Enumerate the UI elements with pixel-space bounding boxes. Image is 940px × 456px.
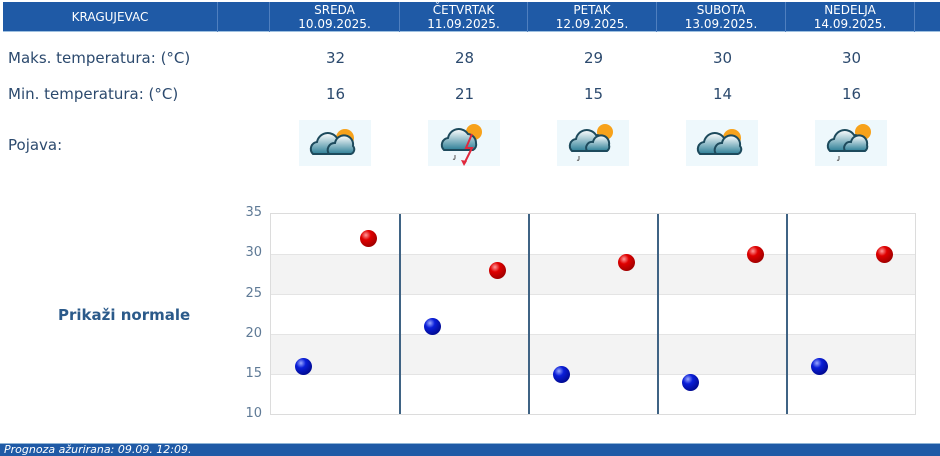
partly-cloudy-icon [299,120,371,166]
max-temp-value: 30 [841,49,862,67]
max-temp-value: 30 [712,49,733,67]
min-temp-label: Min. temperatura: (°C) [8,85,179,103]
show-normals-link[interactable]: Prikaži normale [58,306,191,324]
grid-band [271,254,915,295]
day-date: 13.09.2025. [684,16,758,31]
day-name: SUBOTA [696,3,746,17]
partly-cloudy-light-rain-icon [815,120,887,166]
day-date: 11.09.2025. [427,16,500,31]
y-tick: 25 [245,286,262,301]
min-temp-value: 16 [325,85,346,103]
y-tick: 35 [245,205,262,220]
y-tick: 20 [245,326,262,341]
day-header-1: SREDA 10.09.2025. [270,2,400,32]
max-temp-point [488,261,506,279]
forecast-updated-footer: Prognoza ažurirana: 09.09. 12:09. [0,443,940,456]
day-date: 10.09.2025. [298,16,371,31]
day-name: ČETVRTAK [432,3,495,17]
day-name: NEDELJA [824,3,876,17]
forecast-header: KRAGUJEVAC SREDA 10.09.2025. ČETVRTAK 11… [3,2,940,32]
y-tick: 15 [245,366,262,381]
day-date: 14.09.2025. [813,16,887,31]
phenomenon-label: Pojava: [8,136,63,154]
max-temp-value: 32 [325,49,346,67]
min-temp-value: 21 [454,85,475,103]
min-temp-point [552,365,570,383]
day-divider [786,214,788,414]
min-temp-point [294,357,312,375]
temperature-chart [270,213,916,415]
min-temp-value: 14 [712,85,733,103]
day-divider [399,214,401,414]
min-temp-value: 15 [583,85,604,103]
min-temp-point [681,373,699,391]
day-date: 12.09.2025. [555,16,629,31]
city-name: KRAGUJEVAC [3,2,218,32]
max-temp-point [359,229,377,247]
partly-cloudy-light-rain-icon [557,120,629,166]
partly-cloudy-icon [686,120,758,166]
day-divider [657,214,659,414]
day-header-4: SUBOTA 13.09.2025. [657,2,786,32]
day-header-3: PETAK 12.09.2025. [528,2,657,32]
day-name: PETAK [573,3,611,17]
max-temp-value: 28 [454,49,475,67]
min-temp-point [810,357,828,375]
day-divider [528,214,530,414]
day-name: SREDA [314,3,355,17]
max-temp-point [875,245,893,263]
max-temp-point [746,245,764,263]
day-header-2: ČETVRTAK 11.09.2025. [400,2,528,32]
max-temp-label: Maks. temperatura: (°C) [8,49,191,67]
min-temp-point [423,317,441,335]
max-temp-point [617,253,635,271]
grid-band [271,334,915,375]
max-temp-value: 29 [583,49,604,67]
thunderstorm-rain-icon [428,120,500,166]
day-header-5: NEDELJA 14.09.2025. [786,2,915,32]
y-tick: 30 [245,245,262,260]
min-temp-value: 16 [841,85,862,103]
y-tick: 10 [245,406,262,421]
header-spacer [218,2,270,32]
